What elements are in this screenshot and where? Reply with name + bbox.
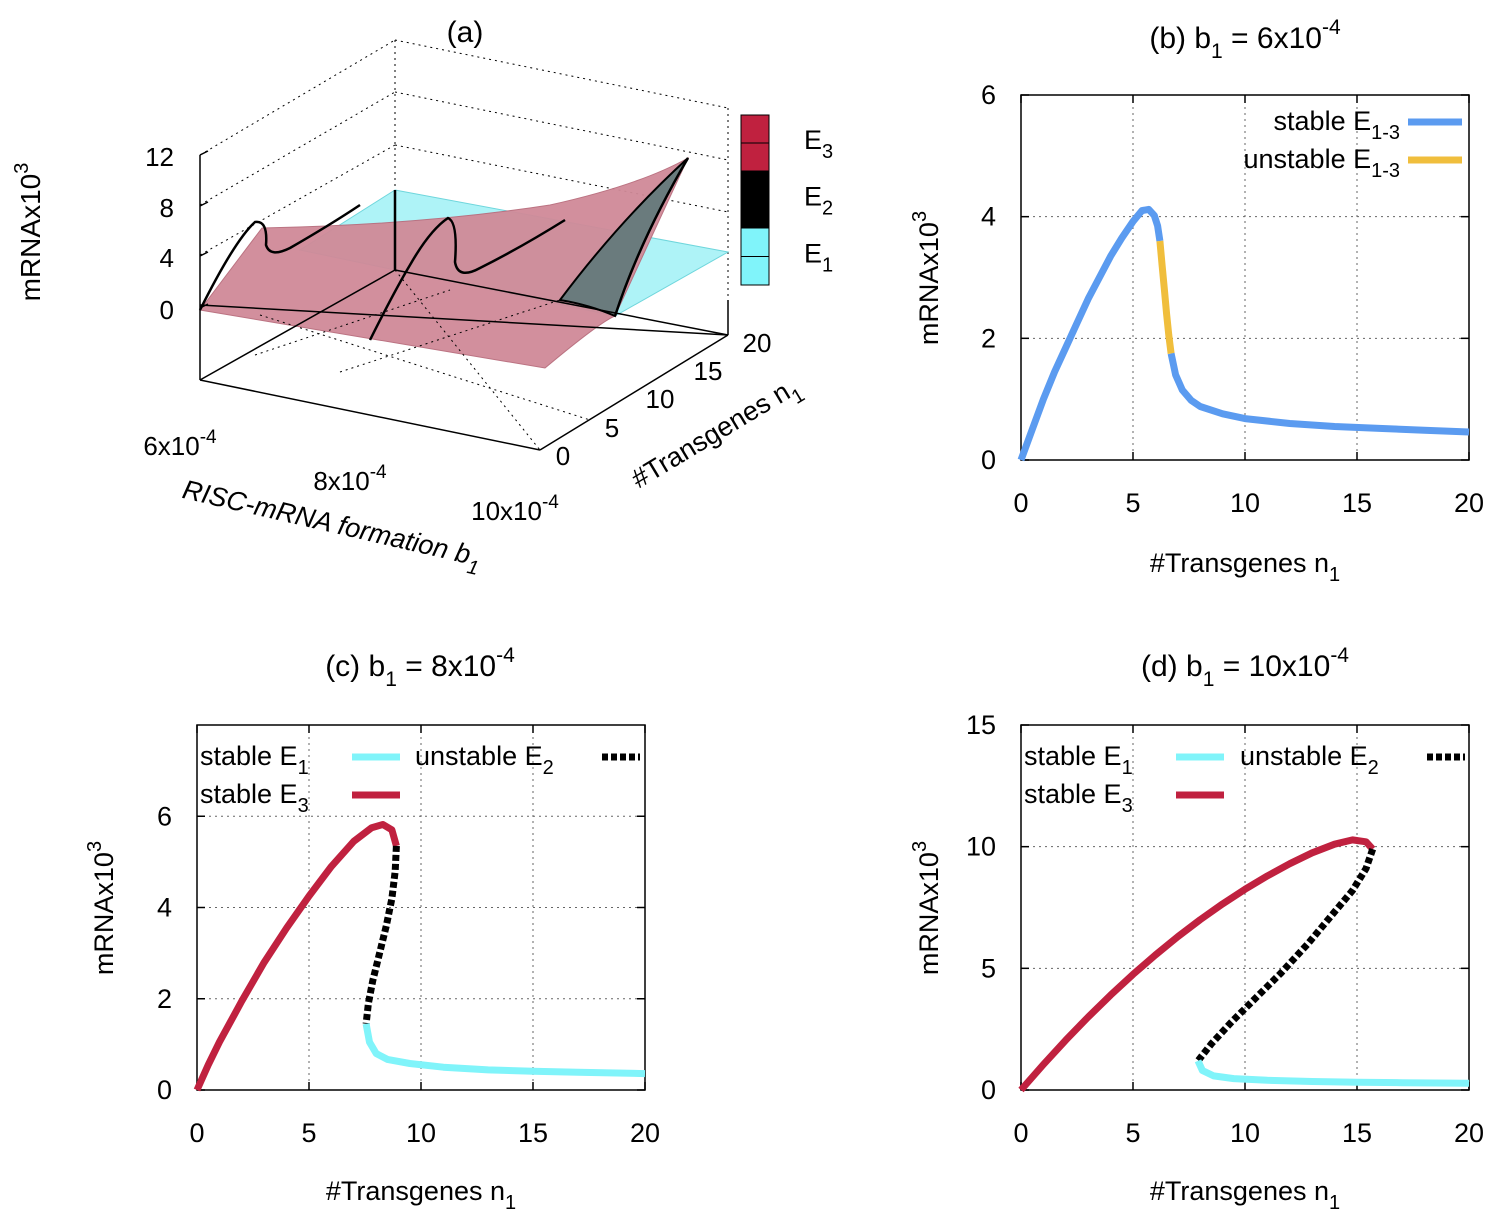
panel-a-z-tick-mark-3 (199, 150, 209, 156)
panel-d-line-plot: 0 5 10 15 20 0 5 10 15 (d) b1 = 10x10-4 #Transgene… (909, 644, 1484, 1214)
panel-a-x-tick-2: 10x10-4 (471, 492, 559, 526)
panel-d-x-tick-4: 20 (1454, 1118, 1484, 1148)
panel-a-z-label: mRNAx103 (11, 163, 46, 302)
panel-c-y-tick-3: 6 (157, 801, 172, 831)
panel-a-z-tick-mark-0 (199, 303, 209, 309)
panel-d-x-tick-0: 0 (1013, 1118, 1028, 1148)
panel-c-x-tick-1: 5 (301, 1118, 316, 1148)
panel-d-x-tick-3: 15 (1342, 1118, 1372, 1148)
panel-c-x-tick-2: 10 (406, 1118, 436, 1148)
panel-a-y-tick-1: 5 (605, 413, 619, 443)
panel-d-y-tick-0: 0 (981, 1075, 996, 1105)
panel-a-x-tick-1: 8x10-4 (313, 462, 387, 496)
panel-c-y-label: mRNAx103 (84, 841, 119, 975)
panel-d-legend-label-1: stable E3 (1024, 779, 1133, 817)
panel-d-series-2 (1194, 1059, 1470, 1087)
panel-a-colorbar: E3 E2 E1 (740, 114, 833, 286)
panel-b-title: (b) b1 = 6x10-4 (1149, 16, 1341, 63)
panel-a-colorbar-label-1: E2 (804, 182, 833, 220)
panel-d-y-tick-2: 10 (966, 832, 996, 862)
panel-a-y-tick-3: 15 (694, 356, 723, 386)
panel-b-x-tick-0: 0 (1013, 488, 1028, 518)
panel-a-x-tick-0: 6x10-4 (143, 427, 217, 461)
panel-b-line-plot: 0 5 10 15 20 0 2 4 6 (b) b1 = 6x10-4 #Transgenes n… (909, 16, 1484, 586)
panel-b-x-label: #Transgenes n1 (1150, 548, 1340, 586)
panel-a-y-tick-0: 0 (556, 441, 570, 471)
panel-c-title: (c) b1 = 8x10-4 (325, 644, 515, 691)
panel-c-series-0 (193, 821, 400, 1092)
panel-c-series-2 (362, 1023, 646, 1078)
panel-a-colorbar-label-0: E3 (804, 125, 833, 163)
panel-c-legend-label-0: stable E1 (200, 741, 309, 779)
panel-a-z-tick-1: 4 (160, 243, 174, 273)
panel-d-series-0 (1018, 836, 1376, 1093)
panel-a-surface-e3 (199, 156, 690, 369)
panel-a-y-tick-2: 10 (646, 384, 675, 414)
panel-b-legend-label-0: stable E1-3 (1274, 106, 1400, 144)
panel-b-series-2 (1167, 352, 1470, 436)
panel-a-surface-plot: (a) (11, 16, 833, 580)
panel-c-x-label: #Transgenes n1 (326, 1176, 516, 1214)
panel-d-series-1 (1195, 847, 1377, 1063)
panel-b-y-tick-3: 6 (981, 80, 996, 110)
panel-d-legend-label-0: stable E1 (1024, 741, 1133, 779)
panel-a-z-tick-mark-2 (199, 201, 209, 207)
panel-a-y-ticks: 0 5 10 15 20 (556, 328, 772, 471)
panel-a-floor-grid (254, 269, 591, 451)
panel-b-legend-label-1: unstable E1-3 (1244, 144, 1401, 182)
panel-c-x-tick-4: 20 (630, 1118, 660, 1148)
panel-d-x-tick-1: 5 (1125, 1118, 1140, 1148)
panel-b-y-tick-1: 2 (981, 323, 996, 353)
panel-d-y-tick-1: 5 (981, 953, 996, 983)
panel-c-legend-label-2: unstable E2 (415, 741, 554, 779)
panel-a-z-tick-2: 8 (160, 193, 174, 223)
panel-a-z-tick-0: 0 (160, 295, 174, 325)
panel-c-legend-label-1: stable E3 (200, 779, 309, 817)
panel-b-x-tick-3: 15 (1342, 488, 1372, 518)
panel-a-box-back (199, 39, 729, 335)
panel-b-y-tick-2: 4 (981, 202, 996, 232)
panel-c-y-tick-0: 0 (157, 1075, 172, 1105)
panel-d-y-tick-3: 15 (966, 710, 996, 740)
panel-c-series-1 (362, 845, 400, 1025)
panel-c-y-tick-1: 2 (157, 984, 172, 1014)
panel-a-y-tick-4: 20 (743, 328, 772, 358)
panel-a-z-ticks: 0 4 8 12 (145, 142, 209, 325)
panel-a-z-tick-mark-1 (199, 251, 209, 257)
panel-c-x-tick-0: 0 (189, 1118, 204, 1148)
panel-d-title: (d) b1 = 10x10-4 (1141, 644, 1349, 691)
panel-c-x-tick-3: 15 (518, 1118, 548, 1148)
panel-d-legend-label-2: unstable E2 (1240, 741, 1379, 779)
panel-b-series-0 (1017, 205, 1164, 462)
panel-d-y-label: mRNAx103 (909, 841, 944, 975)
panel-d-x-label: #Transgenes n1 (1150, 1176, 1340, 1214)
panel-a-title: (a) (447, 16, 484, 49)
panel-b-y-tick-0: 0 (981, 445, 996, 475)
panel-d-x-tick-2: 10 (1230, 1118, 1260, 1148)
panel-c-line-plot: 0 5 10 15 20 0 2 4 6 (c) b1 = 8x10-4 #Transgenes n… (84, 644, 660, 1214)
panel-b-series-1 (1156, 240, 1175, 354)
panel-a-z-tick-3: 12 (145, 142, 174, 172)
panel-b-x-tick-1: 5 (1125, 488, 1140, 518)
panel-b-x-tick-2: 10 (1230, 488, 1260, 518)
panel-a-contours (198, 157, 690, 341)
panel-a-colorbar-label-2: E1 (804, 239, 833, 277)
panel-c-y-tick-2: 4 (157, 893, 172, 923)
panel-b-x-tick-4: 20 (1454, 488, 1484, 518)
panel-b-y-label: mRNAx103 (909, 211, 944, 345)
panel-a-box-front (199, 155, 729, 451)
